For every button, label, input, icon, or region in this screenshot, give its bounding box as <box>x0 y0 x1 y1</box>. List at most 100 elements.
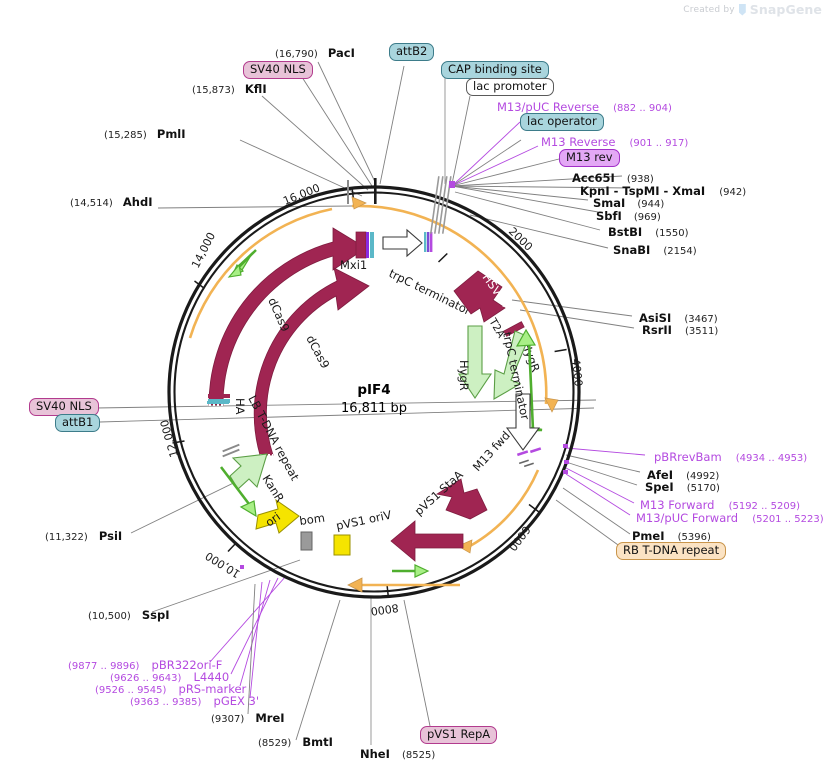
enzyme-name: RsrII <box>642 323 672 337</box>
green-arrow-kanr-strand[interactable] <box>219 466 257 518</box>
cds-arrow-pvs1-staa[interactable] <box>435 478 488 520</box>
enzyme-name: BmtI <box>302 735 333 749</box>
tick-label: 10,000 <box>203 549 243 580</box>
orange-arrow-bottom[interactable] <box>347 577 460 593</box>
enzyme-label-bmti[interactable]: (8529) BmtI <box>258 733 333 749</box>
enzyme-name: AsiSI <box>639 311 672 325</box>
enzyme-position: (4992) <box>686 471 720 482</box>
enzyme-label-kpni-tspmi-xmai[interactable]: KpnI - TspMI - XmaI (942) <box>580 182 746 198</box>
enzyme-label-rsrii[interactable]: RsrII (3511) <box>642 321 718 337</box>
feature-arrow-trpc-terminator-lower[interactable] <box>505 393 541 451</box>
enzyme-label-sbfi[interactable]: SbfI (969) <box>596 207 661 223</box>
badge-attb1[interactable]: attB1 <box>55 414 101 432</box>
primer-label-pbrrevbam[interactable]: pBRrevBam (4934 .. 4953) <box>654 448 807 464</box>
enzyme-name: PmeI <box>632 529 665 543</box>
watermark-brand: SnapGene <box>749 2 822 17</box>
enzyme-name: PsiI <box>98 529 123 543</box>
badge-text: attB2 <box>396 44 428 58</box>
enzyme-position: (1550) <box>655 228 689 239</box>
cds-arrow-dcas9-inner[interactable] <box>253 267 370 456</box>
enzyme-position: (9307) <box>211 714 245 725</box>
enzyme-position: (15,873) <box>192 85 235 96</box>
tick-label: 8000 <box>370 601 400 618</box>
enzyme-position: (3511) <box>685 326 719 337</box>
enzyme-label-smai[interactable]: SmaI (944) <box>593 194 664 210</box>
enzyme-label-psii[interactable]: (11,322) PsiI <box>45 527 122 543</box>
enzyme-label-mrei[interactable]: (9307) MreI <box>211 709 285 725</box>
primer-name: M13 Forward <box>640 498 715 512</box>
badge-pvs1-repa[interactable]: pVS1 RepA <box>420 726 498 744</box>
feature-arrow-trpc-terminator-top[interactable] <box>382 228 423 258</box>
badge-cap-binding-site[interactable]: CAP binding site <box>441 61 549 79</box>
primer-label-m13-puc-forward[interactable]: M13/pUC Forward (5201 .. 5223) <box>636 509 824 525</box>
feature-block-attb2-stripes[interactable] <box>424 232 433 252</box>
badge-sv40-nls-top[interactable]: SV40 NLS <box>243 61 313 79</box>
enzyme-label-ahdi[interactable]: (14,514) AhdI <box>70 193 153 209</box>
primer-range: (9363 .. 9385) <box>130 697 202 708</box>
feature-marks-attb1 <box>207 401 229 404</box>
enzyme-name: SspI <box>141 608 170 622</box>
enzyme-name: SpeI <box>645 480 674 494</box>
enzyme-label-asisi[interactable]: AsiSI (3467) <box>639 309 718 325</box>
primer-label-pgex-3prime[interactable]: (9363 .. 9385) pGEX 3' <box>130 692 259 708</box>
primer-range: (9877 .. 9896) <box>68 661 140 672</box>
enzyme-name: PmlI <box>156 127 186 141</box>
primer-label-m13-puc-reverse[interactable]: M13/pUC Reverse (882 .. 904) <box>497 98 672 114</box>
badge-m13-rev[interactable]: M13 rev <box>559 149 620 167</box>
primer-label-m13-reverse[interactable]: M13 Reverse (901 .. 917) <box>541 133 688 149</box>
feature-block-bom[interactable] <box>300 531 313 551</box>
feature-arrow-hygr-2[interactable] <box>457 325 493 399</box>
primer-name: L4440 <box>193 670 230 684</box>
enzyme-position: (14,514) <box>70 198 113 209</box>
primer-label-m13-forward[interactable]: M13 Forward (5192 .. 5209) <box>640 496 800 512</box>
enzyme-name: NheI <box>360 747 390 761</box>
primer-range: (5201 .. 5223) <box>752 514 824 525</box>
primer-label-prs-marker[interactable]: (9526 .. 9545) pRS-marker <box>95 680 246 696</box>
badge-attb2[interactable]: attB2 <box>389 43 435 61</box>
badge-rb-tdna-repeat[interactable]: RB T-DNA repeat <box>616 542 727 560</box>
enzyme-label-sspi[interactable]: (10,500) SspI <box>88 606 170 622</box>
enzyme-label-bstbi[interactable]: BstBI (1550) <box>608 223 689 239</box>
rep-origin-arrow-pvs1-oriv[interactable] <box>390 520 464 562</box>
feature-arrow-kanr[interactable] <box>229 453 268 490</box>
enzyme-label-pmli[interactable]: (15,285) PmlI <box>104 125 186 141</box>
tick-label: 4000 <box>569 358 585 387</box>
primer-range: (9626 .. 9643) <box>110 673 182 684</box>
enzyme-position: (3467) <box>684 314 718 325</box>
enzyme-label-afei[interactable]: AfeI (4992) <box>647 466 719 482</box>
enzyme-label-kfli[interactable]: (15,873) KflI <box>192 80 267 96</box>
enzyme-label-spei[interactable]: SpeI (5170) <box>645 478 720 494</box>
enzyme-name: SnaBI <box>613 243 651 257</box>
plasmid-name: pIF4 <box>357 382 390 398</box>
primer-name: pRS-marker <box>178 682 247 696</box>
enzyme-position: (5170) <box>686 483 720 494</box>
green-arrow-small-top[interactable] <box>227 249 257 278</box>
feature-label-pvs1-oriv: pVS1 oriV <box>335 508 393 533</box>
enzyme-name: AfeI <box>647 468 673 482</box>
enzyme-label-snabi[interactable]: SnaBI (2154) <box>613 241 697 257</box>
snapgene-watermark: Created by SnapGene <box>683 2 822 17</box>
green-arrow-bottom-center[interactable] <box>392 564 430 578</box>
enzyme-name: AhdI <box>122 195 153 209</box>
badge-lac-operator[interactable]: lac operator <box>520 113 604 131</box>
feature-label-dcas9-outer: dCas9 <box>265 296 292 334</box>
cds-arrow-hsv-tk[interactable] <box>453 270 506 323</box>
primer-tick-bottom-left <box>240 565 244 569</box>
feature-label-hygr-2: HygR <box>457 360 471 391</box>
feature-block-mxi1[interactable] <box>355 231 374 259</box>
feature-label-dcas9-inner: dCas9 <box>303 333 332 371</box>
enzyme-label-nhei[interactable]: NheI (8525) <box>360 745 435 761</box>
enzyme-name: KpnI - TspMI - XmaI <box>580 184 706 198</box>
rep-origin-arrow-ori[interactable] <box>255 498 300 534</box>
primer-label-pbr322ori-f[interactable]: (9877 .. 9896) pBR322ori-F <box>68 656 222 672</box>
primer-label-l4440[interactable]: (9626 .. 9643) L4440 <box>110 668 229 684</box>
feature-block-yellow-square[interactable] <box>333 534 351 556</box>
primer-range: (882 .. 904) <box>613 103 672 114</box>
feature-mark-m13rev-site <box>449 181 455 188</box>
badge-lac-promoter[interactable]: lac promoter <box>466 78 554 96</box>
enzyme-label-paci[interactable]: (16,790) PacI <box>275 44 355 60</box>
enzyme-label-acc65i[interactable]: Acc65I (938) <box>572 169 654 185</box>
enzyme-label-pmei[interactable]: PmeI (5396) <box>632 527 711 543</box>
feature-marks-m13-fwd[interactable] <box>516 447 542 468</box>
